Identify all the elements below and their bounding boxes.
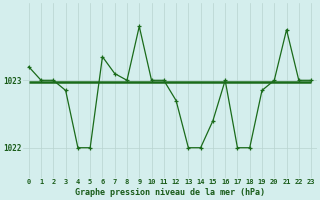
X-axis label: Graphe pression niveau de la mer (hPa): Graphe pression niveau de la mer (hPa) xyxy=(75,188,265,197)
